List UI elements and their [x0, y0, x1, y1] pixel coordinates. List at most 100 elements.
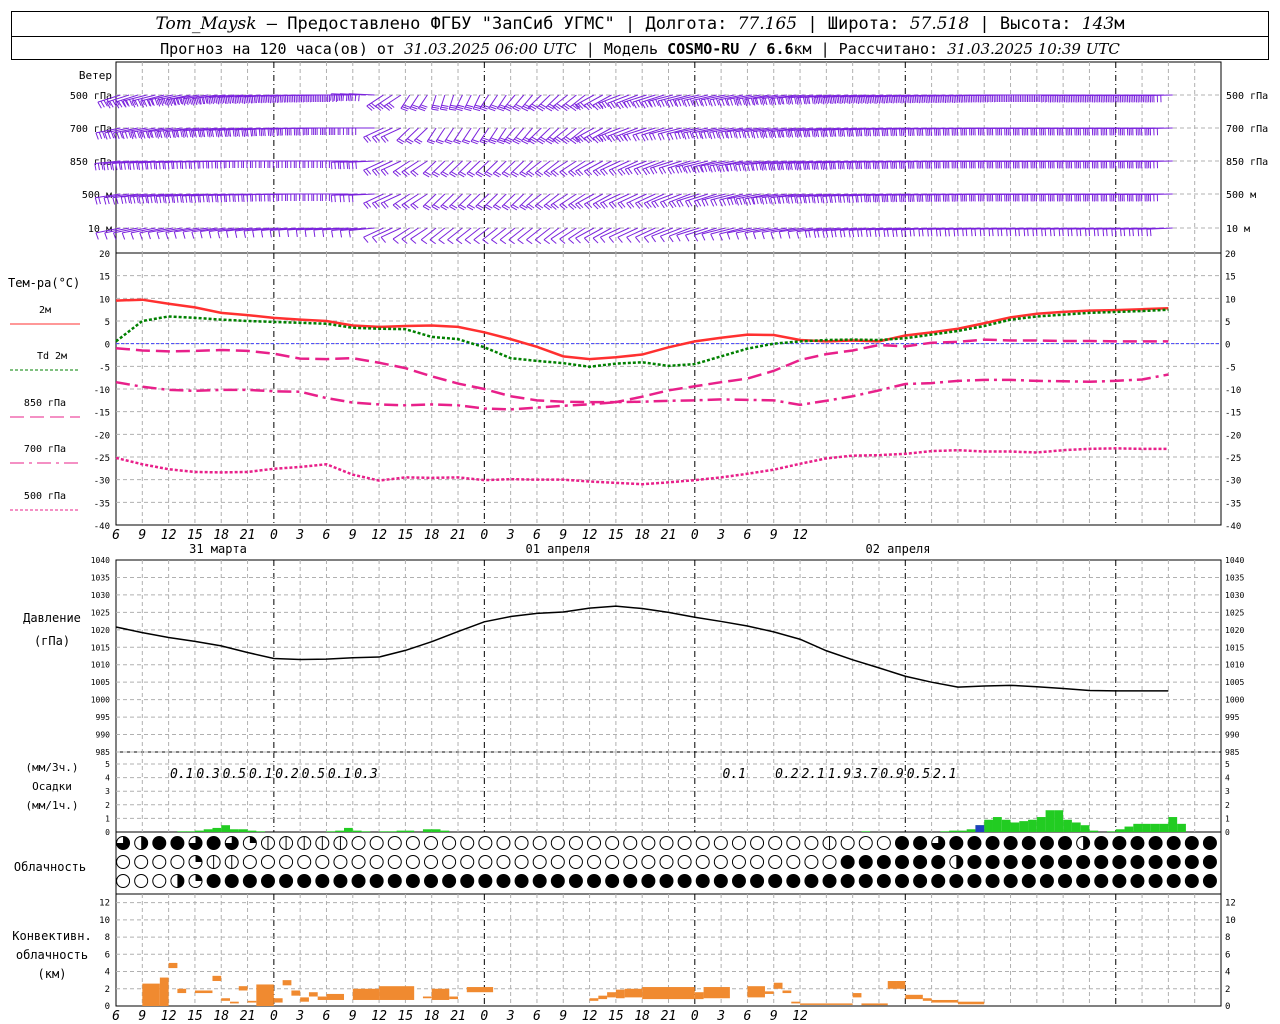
wind-barb-feather — [536, 170, 544, 176]
cloud-symbol — [260, 855, 275, 869]
time-tick-label-bottom: 3 — [716, 1009, 725, 1024]
wind-barb-feather — [752, 197, 756, 205]
wind-barb-feather — [610, 101, 616, 109]
wind-barb-feather — [796, 196, 799, 204]
cloud-symbol — [532, 836, 547, 850]
wind-barb-feather — [586, 103, 593, 110]
wind-barb-feather — [272, 96, 275, 104]
wind-barb-feather — [440, 172, 447, 178]
wind-barb — [787, 94, 814, 99]
wind-barb-feather — [574, 103, 581, 108]
wind-barb-feather — [666, 100, 671, 108]
conv-segment — [142, 983, 160, 1006]
wind-barb-feather — [613, 100, 618, 108]
wind-barb-feather — [444, 140, 452, 145]
wind-barb-feather — [199, 97, 202, 105]
wind-barb — [617, 227, 639, 238]
wind-barb-feather — [804, 230, 808, 238]
wind-barb — [694, 193, 717, 202]
wind-barb-feather — [477, 204, 484, 209]
wind-barb — [675, 160, 700, 168]
wind-barb — [700, 127, 726, 133]
wind-barb — [488, 94, 498, 109]
cloud-symbol — [369, 855, 384, 869]
wind-barb-feather — [127, 196, 131, 204]
wind-barb — [156, 127, 182, 133]
wind-barb-feather — [103, 197, 107, 205]
wind-barb — [892, 94, 919, 97]
cloud-symbol-fill — [388, 874, 402, 888]
wind-barb-feather — [515, 137, 523, 141]
pressure-tick-left: 995 — [96, 713, 111, 722]
wind-barb-feather — [843, 129, 846, 137]
wind-barb-feather — [216, 195, 219, 203]
wind-barb-feather — [857, 129, 859, 137]
wind-barb-feather — [543, 205, 550, 211]
wind-barb-feather — [505, 138, 513, 143]
wind-barb — [130, 227, 156, 234]
precip-bar — [984, 819, 993, 832]
conv-segment — [238, 986, 248, 991]
longitude-value: 77.165 — [737, 14, 798, 34]
wind-barb-feather — [691, 132, 696, 140]
wind-barb-feather — [701, 199, 706, 207]
cloud-symbol — [804, 855, 819, 869]
wind-barb-feather — [685, 234, 690, 242]
wind-barb-feather — [991, 229, 994, 237]
wind-barb-feather — [744, 198, 748, 206]
wind-barb-feather — [671, 200, 677, 208]
precip-3h-sum: 0.9 — [880, 767, 903, 782]
wind-barb — [199, 193, 226, 196]
pressure-unit: (гПа) — [34, 634, 70, 648]
wind-barb-feather — [641, 134, 646, 142]
time-tick-label-bottom: 21 — [240, 1009, 256, 1024]
wind-barb-feather — [638, 99, 643, 107]
wind-barb-feather — [182, 130, 185, 138]
time-tick-label-bottom: 9 — [349, 1009, 357, 1024]
wind-barb-feather — [106, 101, 111, 109]
wind-barb-feather — [580, 102, 586, 108]
wind-barb-feather — [121, 232, 126, 240]
wind-barb — [694, 227, 717, 236]
wind-barb-feather — [941, 95, 943, 103]
wind-barb-feather — [185, 195, 188, 203]
wind-barb-feather — [1128, 229, 1131, 237]
wind-barb-feather — [660, 133, 665, 140]
wind-barb — [813, 160, 840, 164]
wind-barb-feather — [730, 198, 734, 205]
wind-barb-feather — [246, 96, 249, 104]
wind-barb — [726, 94, 752, 100]
cloud-symbol-fill — [1022, 836, 1036, 850]
wind-barb — [429, 227, 446, 241]
wind-barb — [710, 193, 735, 201]
conv-segment — [800, 1003, 853, 1005]
wind-barb-feather — [657, 133, 662, 141]
wind-barb-feather — [598, 135, 604, 143]
temp-tick-left: 5 — [105, 318, 110, 328]
wind-barb-feather — [813, 230, 817, 238]
conv-segment — [379, 986, 415, 1000]
wind-barb-feather — [674, 132, 678, 140]
cloud-symbol-fill — [279, 874, 293, 888]
wind-barb-feather — [962, 229, 964, 237]
temp-legend-label: 850 гПа — [24, 398, 66, 409]
wind-barb-feather — [790, 130, 794, 138]
wind-barb — [569, 94, 586, 108]
wind-barb — [405, 127, 419, 141]
conv-segment — [422, 996, 432, 999]
wind-barb-feather — [104, 132, 108, 140]
wind-barb-feather — [646, 201, 652, 208]
wind-barb — [156, 193, 182, 197]
wind-barb — [668, 193, 691, 203]
wind-barb-feather — [983, 229, 985, 237]
time-tick-label: 12 — [371, 528, 387, 543]
wind-barb-feather — [747, 98, 751, 106]
wind-barb — [761, 127, 787, 133]
precip-bar — [861, 831, 871, 832]
wind-barb-feather — [403, 104, 411, 108]
wind-barb-feather — [703, 131, 707, 139]
wind-barb — [569, 127, 586, 141]
wind-barb-feather — [799, 163, 802, 171]
wind-barb — [380, 160, 402, 171]
wind-barb-feather — [124, 196, 127, 204]
